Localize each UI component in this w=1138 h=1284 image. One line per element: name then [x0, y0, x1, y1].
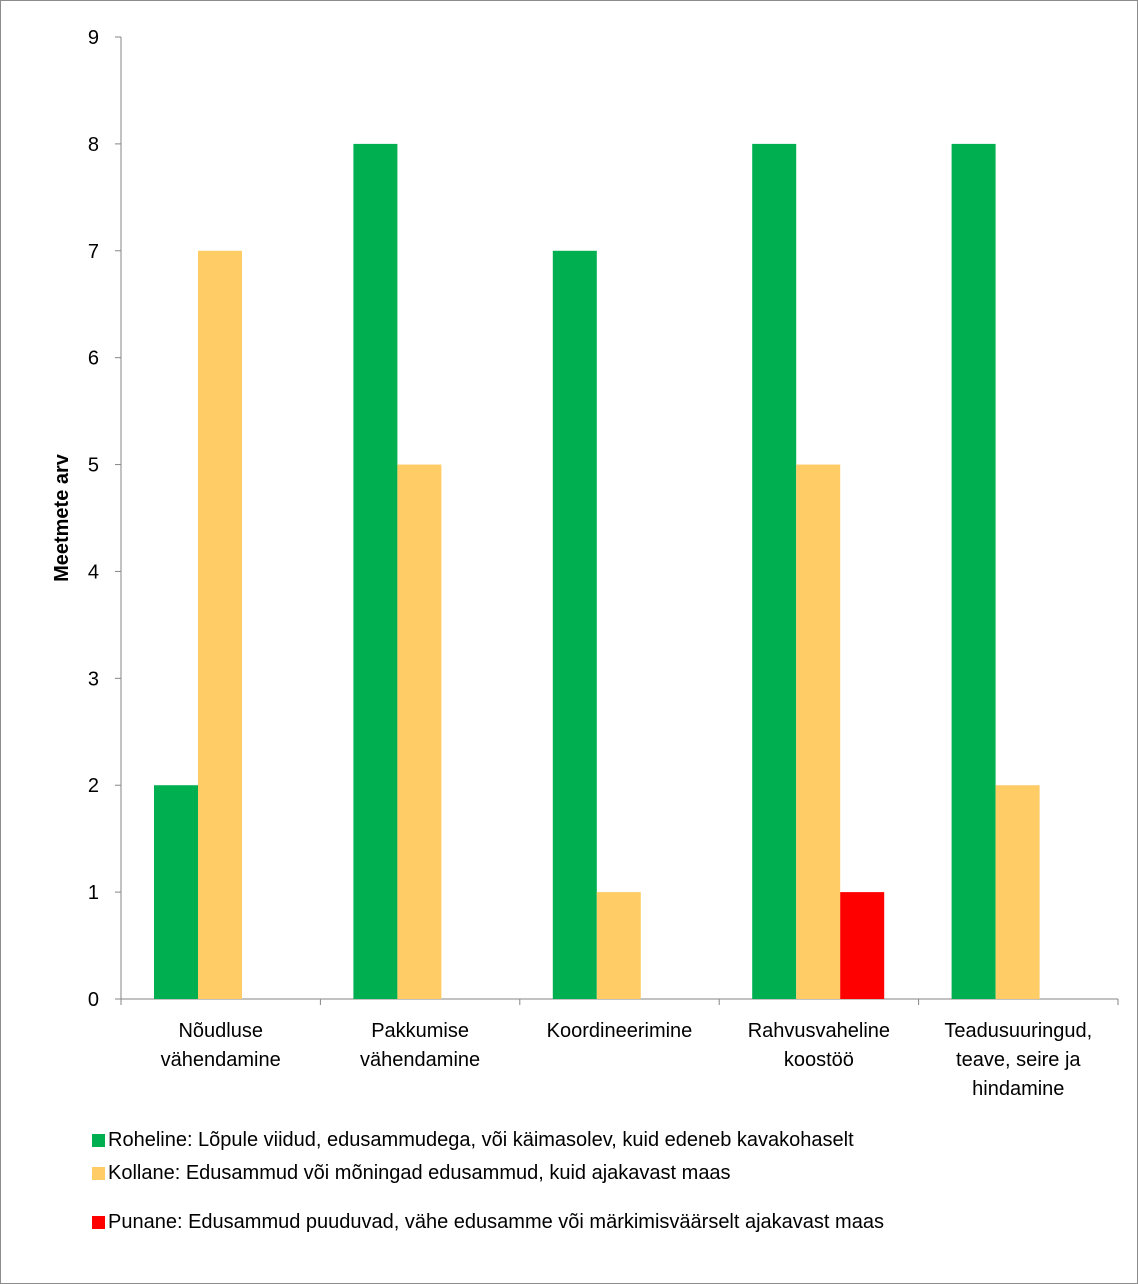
x-category-label: Teadusuuringud, teave, seire ja hindamine	[944, 1020, 1092, 1100]
legend-swatch	[92, 1134, 105, 1147]
bar	[552, 250, 597, 999]
y-tick-label: 0	[88, 989, 99, 1011]
y-tick-label: 8	[88, 134, 99, 156]
x-category-label-line: hindamine	[972, 1078, 1064, 1100]
legend-label: Punane: Edusammud puuduvad, vähe edusamm…	[108, 1211, 884, 1233]
y-tick-label: 4	[88, 561, 99, 583]
legend-item: Punane: Edusammud puuduvad, vähe edusamm…	[92, 1208, 1052, 1237]
bar	[154, 785, 198, 999]
bar	[840, 892, 885, 999]
bar	[951, 143, 996, 999]
x-category-label: Koordineerimine	[547, 1020, 693, 1042]
x-category-label: Rahvusvaheline koostöö	[748, 1020, 890, 1071]
x-category-label-line: Rahvusvaheline	[748, 1020, 890, 1042]
bar-chart: 0 1 2 3 4 5 6 7 8 9 Nõudluse vähendamine Pakkumise vä…	[51, 27, 1119, 1100]
bar	[796, 464, 841, 999]
legend-swatch	[92, 1216, 105, 1229]
y-tick-label: 5	[88, 455, 99, 477]
legend-swatch	[92, 1167, 105, 1180]
x-category-label: Pakkumise vähendamine	[360, 1020, 480, 1071]
bar	[596, 892, 641, 999]
bar	[198, 250, 242, 999]
bar	[353, 143, 398, 999]
bars	[154, 143, 1040, 999]
y-tick-label: 9	[88, 27, 99, 49]
y-axis-title: Meetmete arv	[51, 453, 73, 582]
legend-item: Kollane: Edusammud või mõningad edusammu…	[92, 1159, 1052, 1188]
x-category-label-line: Pakkumise	[371, 1020, 469, 1042]
legend-label: Roheline: Lõpule viidud, edusammudega, v…	[108, 1129, 854, 1151]
legend: Roheline: Lõpule viidud, edusammudega, v…	[92, 1126, 1052, 1241]
bar	[752, 143, 797, 999]
y-tick-label: 6	[88, 348, 99, 370]
axis-labels: 0 1 2 3 4 5 6 7 8 9 Nõudluse vähendamine Pakkumise vä…	[51, 27, 1092, 1100]
legend-label: Kollane: Edusammud või mõningad edusammu…	[108, 1162, 731, 1184]
x-category-label-line: Teadusuuringud,	[944, 1020, 1092, 1042]
legend-item: Roheline: Lõpule viidud, edusammudega, v…	[92, 1126, 1052, 1155]
bar	[397, 464, 442, 999]
x-category-label-line: Koordineerimine	[547, 1020, 693, 1042]
bar	[995, 785, 1040, 999]
x-category-label-line: vähendamine	[360, 1049, 480, 1071]
y-tick-label: 1	[88, 882, 99, 904]
x-category-label-line: teave, seire ja	[956, 1049, 1081, 1071]
y-tick-label: 3	[88, 668, 99, 690]
x-category-label-line: koostöö	[784, 1049, 854, 1071]
y-tick-label: 2	[88, 775, 99, 797]
y-tick-label: 7	[88, 241, 99, 263]
x-category-label: Nõudluse vähendamine	[161, 1020, 281, 1071]
x-category-label-line: Nõudluse	[178, 1020, 263, 1042]
x-category-label-line: vähendamine	[161, 1049, 281, 1071]
